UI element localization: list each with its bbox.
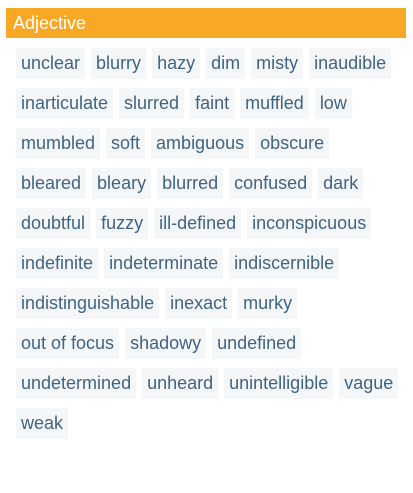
word-chip[interactable]: indefinite bbox=[16, 248, 99, 279]
word-chip[interactable]: fuzzy bbox=[96, 208, 149, 239]
word-chip[interactable]: blurry bbox=[91, 48, 147, 79]
word-chip[interactable]: confused bbox=[229, 168, 313, 199]
word-chip[interactable]: doubtful bbox=[16, 208, 91, 239]
word-chip[interactable]: misty bbox=[251, 48, 304, 79]
word-chip[interactable]: out of focus bbox=[16, 328, 120, 359]
word-chip[interactable]: murky bbox=[238, 288, 298, 319]
word-chip[interactable]: obscure bbox=[255, 128, 330, 159]
word-chip[interactable]: undetermined bbox=[16, 368, 137, 399]
word-chip[interactable]: inarticulate bbox=[16, 88, 114, 119]
word-chip[interactable]: indeterminate bbox=[104, 248, 224, 279]
word-chip[interactable]: soft bbox=[106, 128, 146, 159]
section-header: Adjective bbox=[6, 8, 406, 38]
word-chip[interactable]: unheard bbox=[142, 368, 219, 399]
word-chip[interactable]: slurred bbox=[119, 88, 185, 119]
word-chip[interactable]: faint bbox=[190, 88, 235, 119]
word-chip[interactable]: ambiguous bbox=[151, 128, 250, 159]
word-list: unclear blurry hazy dim misty inaudible inarti… bbox=[6, 38, 406, 439]
word-chip[interactable]: shadowy bbox=[125, 328, 207, 359]
word-chip[interactable]: mumbled bbox=[16, 128, 101, 159]
word-chip[interactable]: hazy bbox=[152, 48, 201, 79]
word-chip[interactable]: muffled bbox=[240, 88, 309, 119]
word-chip[interactable]: blurred bbox=[157, 168, 224, 199]
synonym-panel: Adjective unclear blurry hazy dim misty inaud… bbox=[6, 8, 406, 439]
word-chip[interactable]: indiscernible bbox=[229, 248, 340, 279]
word-chip[interactable]: indistinguishable bbox=[16, 288, 160, 319]
word-chip[interactable]: dim bbox=[206, 48, 246, 79]
word-chip[interactable]: inconspicuous bbox=[247, 208, 372, 239]
word-chip[interactable]: dark bbox=[318, 168, 364, 199]
word-chip[interactable]: inexact bbox=[165, 288, 233, 319]
word-chip[interactable]: low bbox=[314, 88, 352, 119]
word-chip[interactable]: bleared bbox=[16, 168, 87, 199]
word-chip[interactable]: inaudible bbox=[309, 48, 392, 79]
word-chip[interactable]: unclear bbox=[16, 48, 86, 79]
word-chip[interactable]: weak bbox=[16, 408, 69, 439]
section-title: Adjective bbox=[13, 13, 87, 33]
word-chip[interactable]: undefined bbox=[212, 328, 302, 359]
word-chip[interactable]: vague bbox=[339, 368, 399, 399]
word-chip[interactable]: ill-defined bbox=[154, 208, 242, 239]
word-chip[interactable]: bleary bbox=[92, 168, 152, 199]
word-chip[interactable]: unintelligible bbox=[224, 368, 334, 399]
